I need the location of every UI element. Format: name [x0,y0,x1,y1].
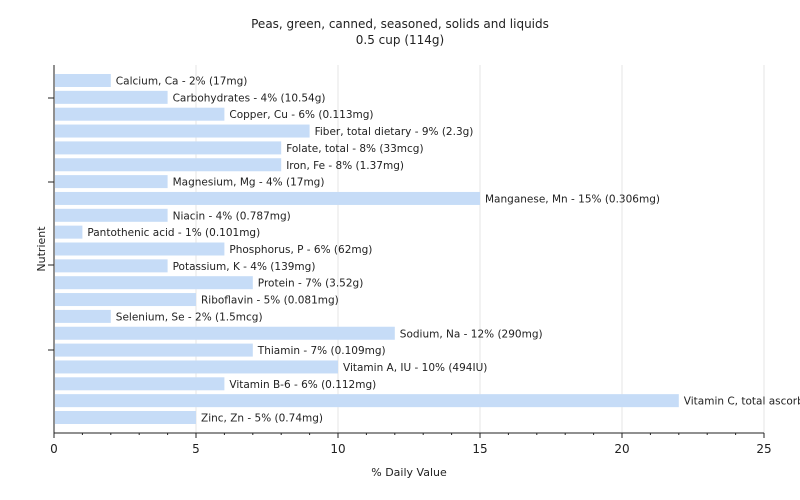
bar-label: Vitamin C, total ascorbic acid - 22% (13… [684,396,800,408]
bar-label: Carbohydrates - 4% (10.54g) [173,92,326,104]
bar-label: Vitamin B-6 - 6% (0.112mg) [229,379,376,391]
bar [55,394,679,408]
chart-subtitle: 0.5 cup (114g) [356,33,444,47]
bar-label: Pantothenic acid - 1% (0.101mg) [87,227,260,239]
x-tick-label: 25 [756,442,771,456]
bar-label: Thiamin - 7% (0.109mg) [257,345,386,357]
bar [55,90,168,104]
bar-label: Fiber, total dietary - 9% (2.3g) [315,126,474,138]
bars [55,74,679,424]
bar-label: Sodium, Na - 12% (290mg) [400,328,543,340]
bar-label: Magnesium, Mg - 4% (17mg) [173,177,325,189]
bar [55,141,282,155]
bar [55,326,395,340]
bar-label: Calcium, Ca - 2% (17mg) [116,76,248,88]
bar [55,242,225,256]
bar [55,208,168,222]
bar [55,74,111,87]
x-tick-label: 5 [192,442,200,456]
bar-labels: Calcium, Ca - 2% (17mg) Carbohydrates - 4… [87,76,800,425]
bar-label: Folate, total - 8% (33mcg) [286,143,423,155]
bar-label: Manganese, Mn - 15% (0.306mg) [485,193,660,205]
bar [55,360,338,374]
bar [55,309,111,323]
bar-label: Iron, Fe - 8% (1.37mg) [286,160,404,172]
bar-label: Potassium, K - 4% (139mg) [173,261,316,273]
bar-label: Phosphorus, P - 6% (62mg) [229,244,372,256]
bar [55,158,282,172]
x-axis-ticks: 0 5 10 15 20 25 [50,433,772,456]
bar-label: Selenium, Se - 2% (1.5mcg) [116,311,263,323]
bar [55,343,253,357]
bar [55,259,168,273]
bar-label: Riboflavin - 5% (0.081mg) [201,295,339,307]
x-tick-label: 0 [50,442,58,456]
bar [55,276,253,290]
bar-label: Vitamin A, IU - 10% (494IU) [343,362,487,374]
bar [55,175,168,189]
bar [55,411,196,424]
x-axis-label: % Daily Value [371,466,447,479]
bar-label: Zinc, Zn - 5% (0.74mg) [201,413,323,425]
bar [55,377,225,391]
x-tick-label: 20 [614,442,629,456]
bar-label: Protein - 7% (3.52g) [258,278,364,290]
y-axis-ticks [48,97,54,351]
bar-label: Niacin - 4% (0.787mg) [173,210,291,222]
x-tick-label: 10 [330,442,345,456]
bar-label: Copper, Cu - 6% (0.113mg) [229,109,373,121]
bar [55,124,310,138]
bar [55,191,480,205]
bar [55,293,196,307]
bar [55,107,225,121]
y-axis-label: Nutrient [35,226,48,272]
x-tick-label: 15 [472,442,487,456]
chart-title: Peas, green, canned, seasoned, solids an… [251,17,549,31]
bar [55,225,83,239]
